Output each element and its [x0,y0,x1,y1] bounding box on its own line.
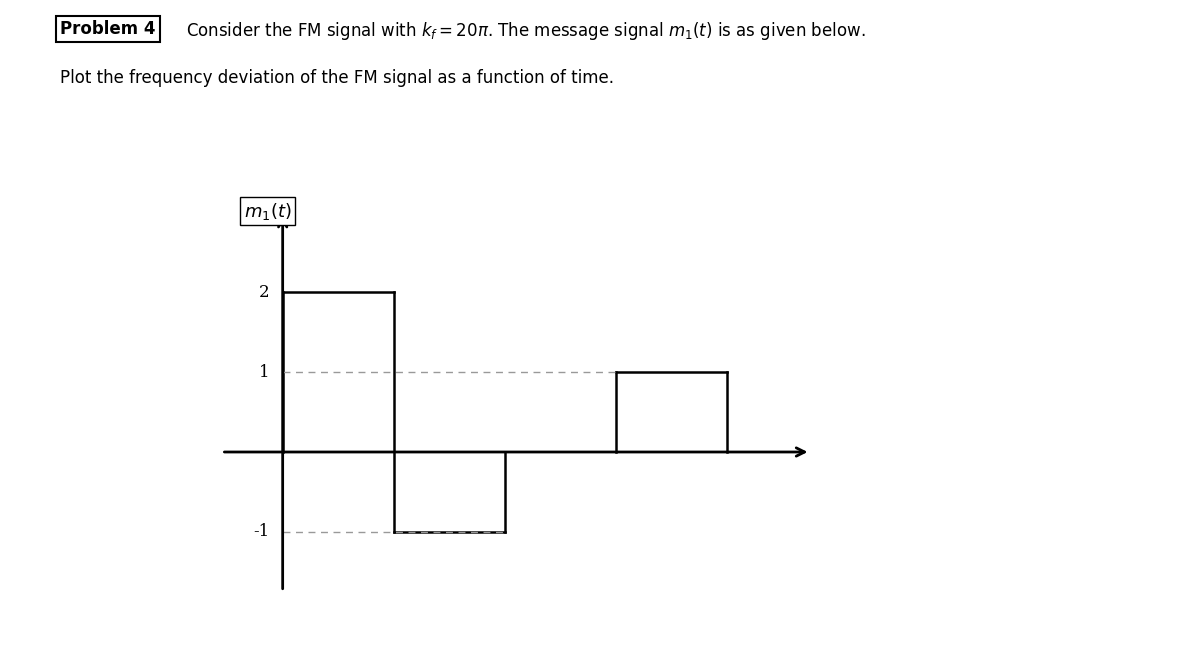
Text: Problem 4: Problem 4 [60,20,156,37]
Text: 1: 1 [259,363,269,380]
Text: Plot the frequency deviation of the FM signal as a function of time.: Plot the frequency deviation of the FM s… [60,69,614,87]
Text: Consider the FM signal with $k_f = 20\pi$. The message signal $m_1(t)$ is as giv: Consider the FM signal with $k_f = 20\pi… [186,20,865,42]
Text: $m_1(t)$: $m_1(t)$ [244,201,292,222]
Text: -1: -1 [253,523,269,541]
Text: 2: 2 [259,284,269,301]
